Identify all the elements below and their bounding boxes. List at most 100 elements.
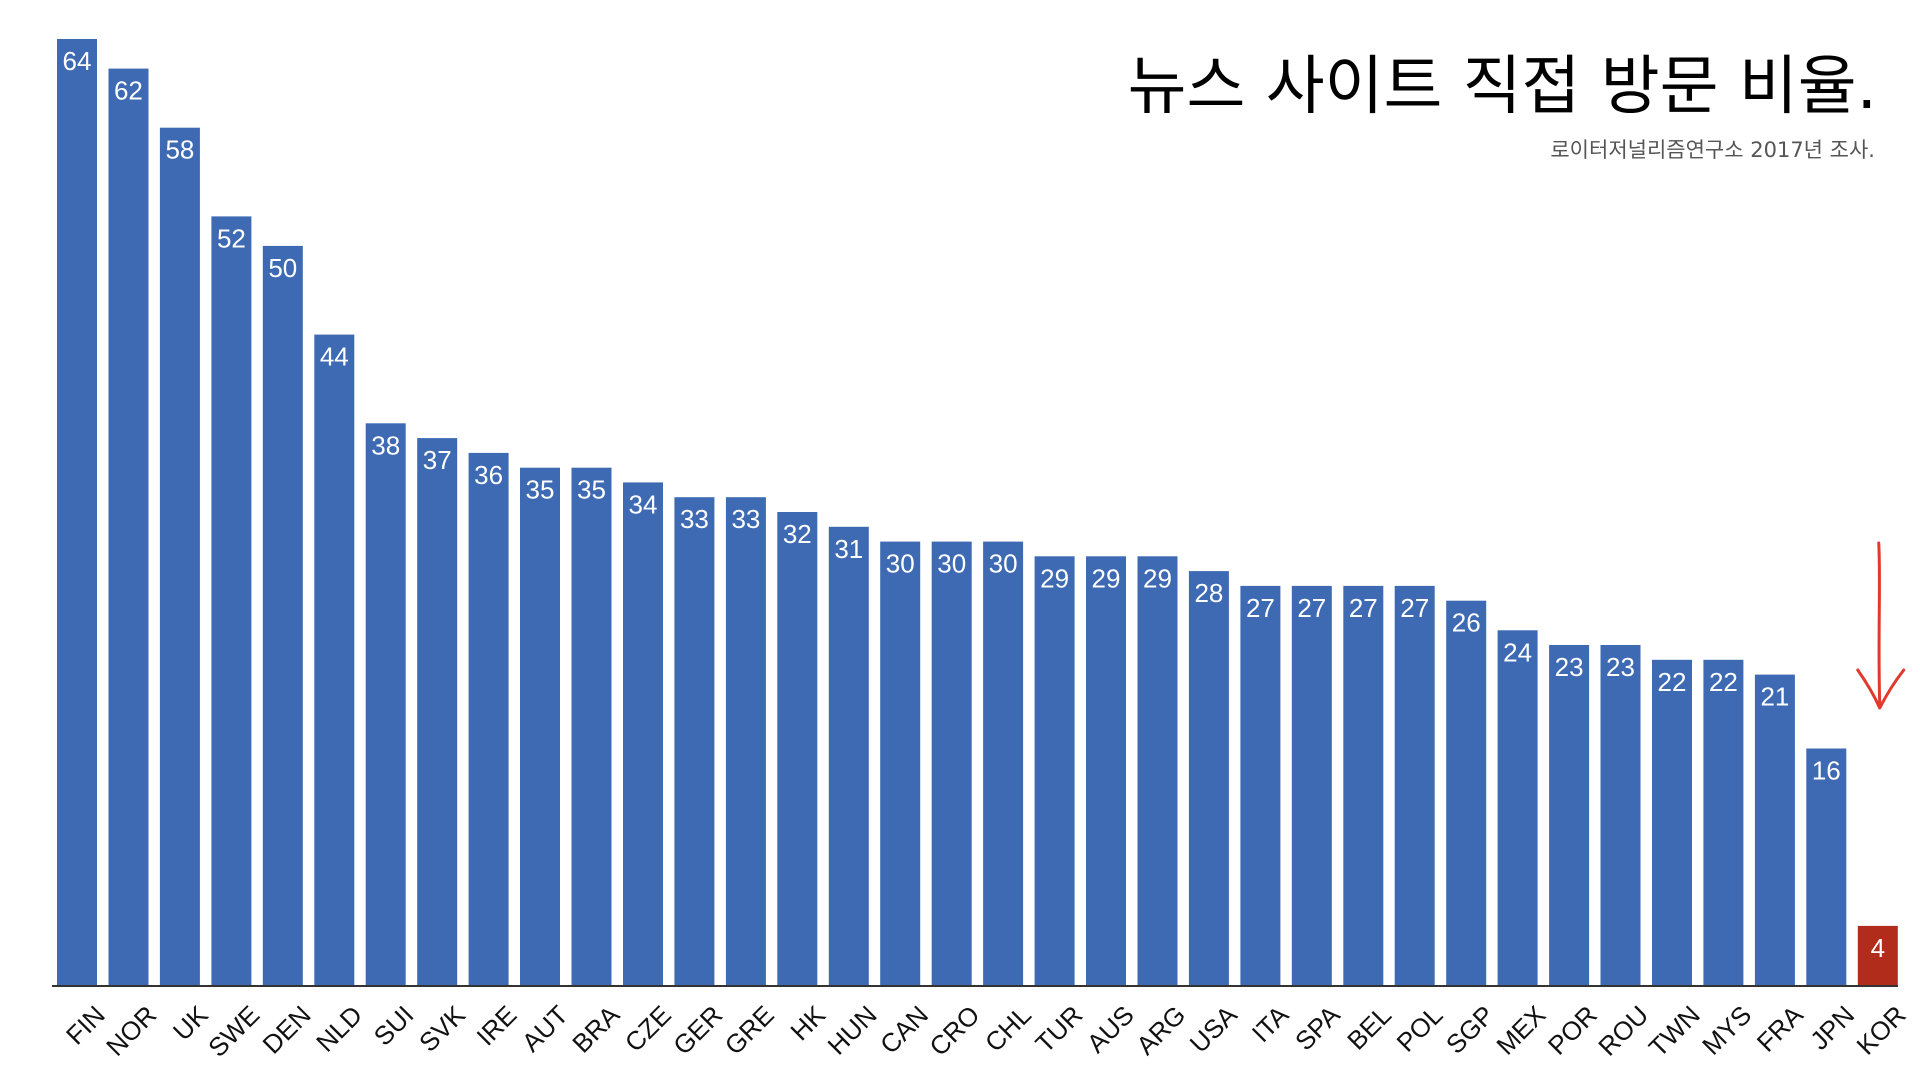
bar-gre [725, 497, 766, 985]
x-tick-label-jpn: JPN [1804, 1000, 1860, 1056]
x-tick-label-fra: FRA [1751, 999, 1809, 1057]
x-tick-label-por: POR [1542, 1000, 1603, 1061]
bar-usa [1188, 571, 1229, 985]
bar-swe [211, 216, 252, 985]
value-label-twn: 22 [1658, 667, 1687, 697]
value-label-bel: 27 [1349, 593, 1378, 623]
bar-bel [1343, 585, 1384, 985]
x-tick-label-mex: MEX [1490, 1000, 1551, 1061]
x-tick-label-twn: TWN [1643, 1000, 1706, 1063]
bar-hun [828, 526, 869, 985]
x-tick-label-usa: USA [1184, 999, 1243, 1058]
bar-jpn [1806, 748, 1847, 985]
value-label-gre: 33 [731, 504, 760, 534]
bar-arg [1137, 556, 1178, 985]
bar-nor [108, 68, 149, 986]
bar-pol [1394, 585, 1435, 985]
x-tick-label-nld: NLD [310, 1000, 368, 1058]
value-label-aus: 29 [1092, 563, 1121, 593]
x-tick-label-chl: CHL [979, 1000, 1037, 1058]
bar-chl [983, 541, 1024, 985]
bar-ita [1240, 585, 1281, 985]
x-tick-label-kor: KOR [1851, 1000, 1912, 1061]
bar-aus [1086, 556, 1126, 985]
value-label-arg: 29 [1143, 563, 1172, 593]
value-label-sgp: 26 [1452, 608, 1481, 638]
x-tick-label-cze: CZE [619, 1000, 677, 1058]
value-label-kor: 4 [1871, 933, 1885, 963]
bar-rou [1600, 645, 1641, 985]
bar-spa [1291, 585, 1332, 985]
x-tick-label-mys: MYS [1696, 1000, 1757, 1061]
value-label-den: 50 [268, 253, 297, 283]
x-tick-label-ire: IRE [471, 1000, 523, 1052]
value-label-ger: 33 [680, 504, 709, 534]
arrow-head [1856, 668, 1906, 710]
bar-bra [571, 467, 612, 985]
bar-fin [57, 39, 97, 985]
bar-nld [314, 334, 355, 986]
x-tick-label-swe: SWE [202, 1000, 265, 1063]
value-label-mys: 22 [1709, 667, 1738, 697]
x-tick-label-pol: POL [1391, 1000, 1449, 1058]
bar-mys [1703, 659, 1744, 985]
value-label-spa: 27 [1297, 593, 1326, 623]
x-tick-label-cro: CRO [923, 1000, 985, 1062]
x-tick-label-hun: HUN [822, 1000, 883, 1061]
value-label-usa: 28 [1194, 578, 1223, 608]
x-tick-label-den: DEN [257, 1000, 317, 1060]
red-arrow-annotation [1856, 541, 1906, 710]
value-label-aut: 35 [526, 475, 555, 505]
chart-title: 뉴스 사이트 직접 방문 비율. [1128, 50, 1877, 124]
value-label-cze: 34 [629, 489, 658, 519]
bar-kor [1857, 925, 1898, 985]
value-label-cro: 30 [937, 549, 966, 579]
x-tick-label-arg: ARG [1130, 1000, 1191, 1061]
x-tick-label-nor: NOR [100, 1000, 162, 1062]
bars-group [57, 39, 1898, 986]
value-label-por: 23 [1555, 652, 1584, 682]
bar-mex [1497, 630, 1538, 986]
bar-svk [417, 438, 458, 986]
value-label-rou: 23 [1606, 652, 1635, 682]
value-label-hun: 31 [834, 534, 863, 564]
x-tick-label-aut: AUT [516, 1000, 574, 1058]
x-tick-label-sui: SUI [368, 1000, 420, 1052]
value-label-sui: 38 [371, 430, 400, 460]
value-label-pol: 27 [1400, 593, 1429, 623]
value-label-tur: 29 [1040, 563, 1069, 593]
x-tick-label-spa: SPA [1289, 999, 1346, 1056]
bar-por [1549, 645, 1590, 985]
x-tick-label-ger: GER [667, 1000, 728, 1061]
value-label-chl: 30 [989, 549, 1018, 579]
bar-twn [1652, 659, 1692, 985]
bar-sgp [1446, 600, 1487, 985]
value-labels-group: 64 62 58 52 50 44 38 37 36 35 35 34 33 33 32 31 30 30 30 29… [63, 46, 1885, 963]
x-tick-label-rou: ROU [1592, 1000, 1654, 1062]
value-label-jpn: 16 [1812, 756, 1841, 786]
bar-uk [159, 127, 200, 985]
value-label-svk: 37 [423, 445, 452, 475]
x-tick-label-svk: SVK [413, 999, 471, 1057]
x-tick-label-tur: TUR [1029, 1000, 1088, 1059]
x-tick-label-bel: BEL [1341, 1000, 1397, 1056]
value-label-ita: 27 [1246, 593, 1275, 623]
value-label-bra: 35 [577, 475, 606, 505]
value-label-can: 30 [886, 549, 915, 579]
x-tick-label-gre: GRE [719, 1000, 780, 1061]
bar-can [880, 541, 921, 985]
value-label-ire: 36 [474, 460, 503, 490]
value-label-uk: 58 [165, 135, 194, 165]
value-label-mex: 24 [1503, 637, 1532, 667]
x-tick-label-sgp: SGP [1440, 1000, 1500, 1060]
x-tick-label-bra: BRA [566, 999, 625, 1058]
bar-ger [674, 497, 715, 985]
x-tick-label-ita: ITA [1246, 999, 1295, 1048]
bar-cro [931, 541, 972, 985]
bar-hk [777, 512, 818, 985]
bar-cze [623, 482, 663, 985]
chart-subtitle: 로이터저널리즘연구소 2017년 조사. [1550, 138, 1875, 162]
value-label-fin: 64 [63, 46, 92, 76]
